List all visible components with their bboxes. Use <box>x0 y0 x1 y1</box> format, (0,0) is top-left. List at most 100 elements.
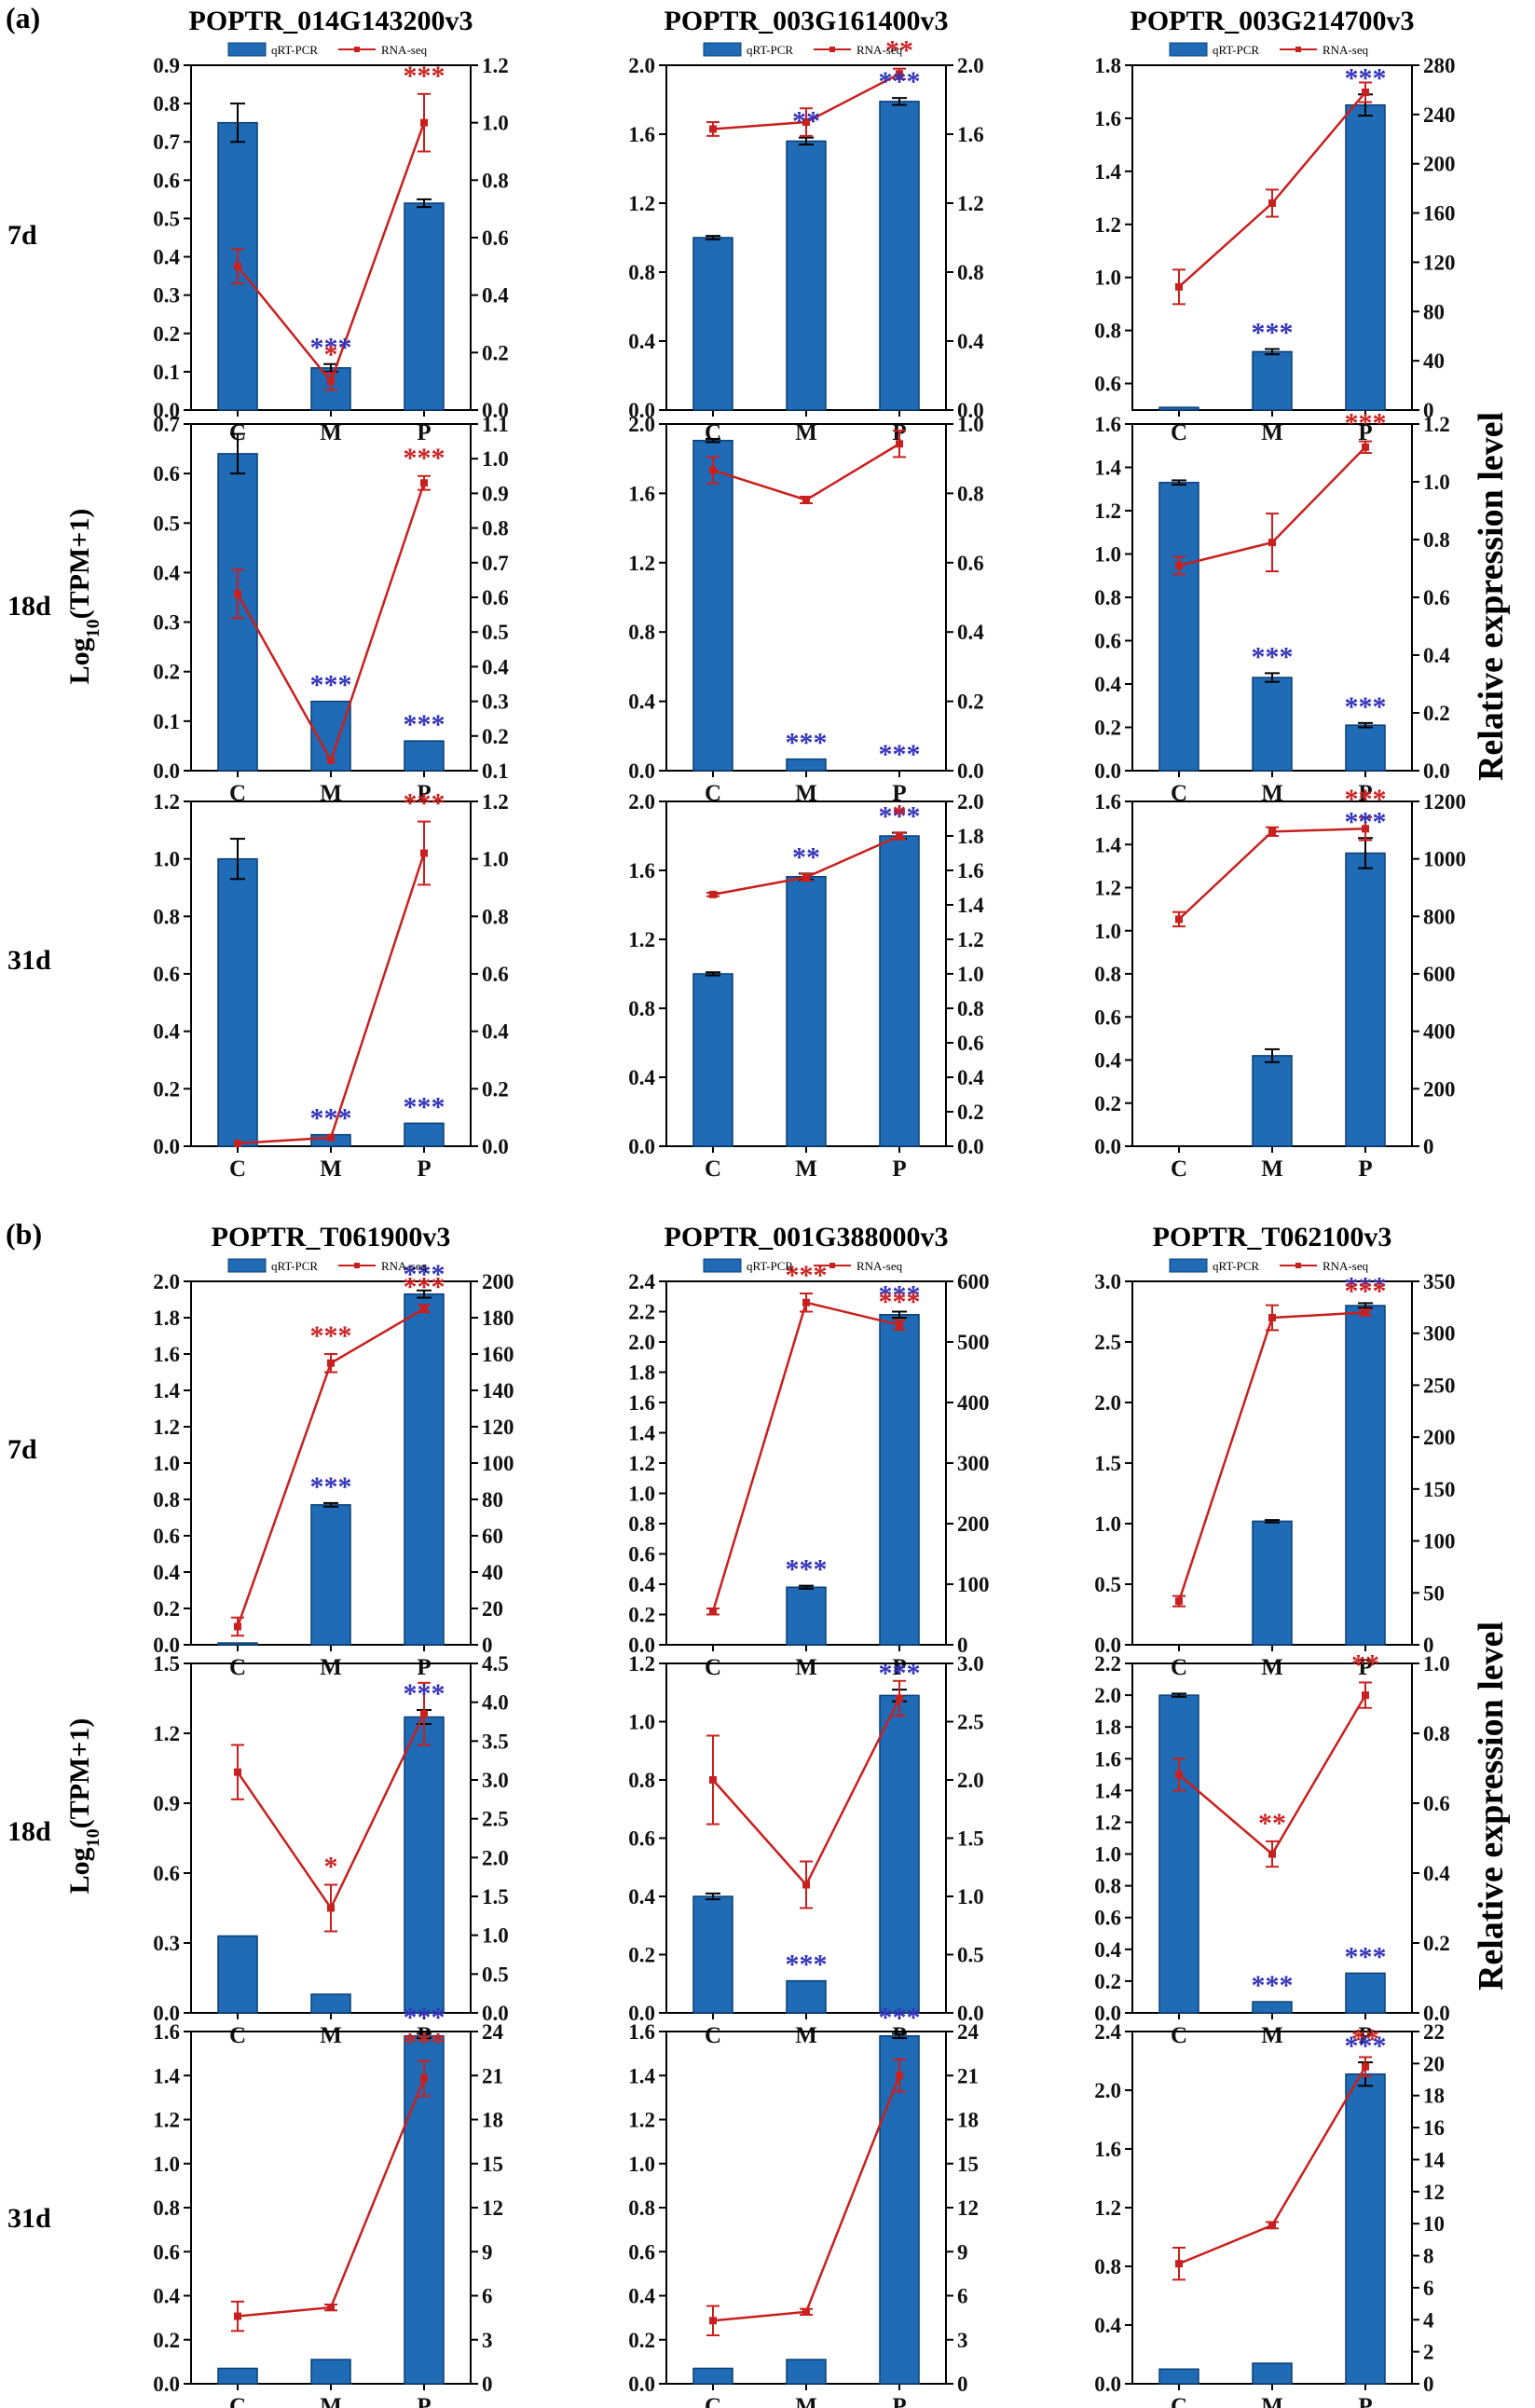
right-axis-title-text: Relative expression level <box>1472 412 1511 781</box>
left-tick-label: 1.2 <box>628 192 655 215</box>
left-tick-label: 0.0 <box>153 2373 180 2396</box>
left-tick-label: 1.2 <box>628 552 655 575</box>
rna-seq-point <box>802 1298 810 1307</box>
x-tick-label: C <box>705 2394 721 2408</box>
right-tick-label: 1.0 <box>482 112 509 135</box>
chart-b-7d-2: 0.0 0.5 1.0 1.5 2.0 2.5 3.0 0 50 100 150 200 250 300 3… <box>1094 1222 1455 1680</box>
x-tick-label: M <box>320 1655 342 1680</box>
right-tick-label: 0 <box>1423 1634 1434 1657</box>
right-tick-label: 2 <box>1423 2341 1434 2364</box>
right-tick-label: 0.6 <box>482 963 509 986</box>
rna-seq-point <box>1175 2260 1183 2268</box>
rna-seq-point <box>327 2304 335 2312</box>
x-tick-label: C <box>705 1156 721 1182</box>
left-tick-label: 0.2 <box>153 2329 180 2352</box>
legend-bar-swatch <box>703 1258 742 1273</box>
rna-seq-point <box>234 1768 241 1776</box>
bar-qrt-pcr <box>310 2359 351 2385</box>
right-tick-label: 250 <box>1423 1374 1456 1397</box>
left-tick-label: 1.2 <box>628 1452 655 1475</box>
right-tick-label: 0.5 <box>482 621 509 644</box>
right-tick-label: 18 <box>957 2109 979 2132</box>
legend-bar-label: qRT-PCR <box>1213 1259 1259 1273</box>
bar-qrt-pcr <box>786 140 827 411</box>
left-tick-label: 1.6 <box>628 482 655 505</box>
right-tick-label: 0 <box>482 1634 493 1657</box>
legend-bar-label: qRT-PCR <box>271 1259 318 1273</box>
right-tick-label: 0.0 <box>957 2002 984 2025</box>
right-tick-label: 9 <box>482 2240 493 2264</box>
left-tick-label: 0.6 <box>1094 373 1121 396</box>
legend-line-marker <box>1295 1263 1301 1268</box>
right-tick-label: 0.0 <box>482 1135 509 1158</box>
bar-qrt-pcr <box>786 1586 827 1646</box>
rna-seq-point <box>802 118 810 127</box>
line-significance: * <box>324 1852 338 1882</box>
legend-line-marker <box>829 1263 835 1268</box>
bar-qrt-pcr <box>879 2034 920 2385</box>
left-tick-label: 1.8 <box>1094 1716 1121 1739</box>
left-tick-label: 2.0 <box>628 1331 655 1354</box>
chart-title: POPTR_T062100v3 <box>1153 1222 1392 1252</box>
right-tick-label: 0.6 <box>1423 1792 1450 1815</box>
right-tick-label: 1.0 <box>957 1885 984 1909</box>
row-label-a-7d: 7d <box>7 220 37 251</box>
right-tick-label: 4 <box>1423 2308 1434 2332</box>
x-tick-label: P <box>417 2394 431 2408</box>
legend-line-label: RNA-seq <box>857 43 903 57</box>
x-tick-label: C <box>1171 781 1187 806</box>
legend-line-label: RNA-seq <box>1323 43 1369 57</box>
left-tick-label: 0.8 <box>628 621 655 644</box>
x-tick-label: P <box>1358 2023 1372 2048</box>
x-tick-label: C <box>229 2394 246 2408</box>
x-tick-label: M <box>795 420 817 445</box>
x-tick-label: P <box>892 1156 906 1182</box>
line-significance: *** <box>310 1320 352 1351</box>
bar-qrt-pcr <box>1252 1055 1293 1147</box>
left-tick-label: 0.3 <box>153 1932 180 1955</box>
rna-seq-point <box>327 1359 335 1367</box>
left-tick-label: 0.4 <box>153 246 180 269</box>
right-tick-label: 200 <box>957 1512 990 1536</box>
left-tick-label: 2.4 <box>1094 2020 1121 2044</box>
bar-qrt-pcr <box>786 758 827 772</box>
left-tick-label: 0.2 <box>153 661 180 684</box>
right-tick-label: 50 <box>1423 1581 1445 1605</box>
right-tick-label: 0.1 <box>482 759 509 783</box>
left-tick-label: 0.6 <box>1094 1907 1121 1930</box>
charts-container: 0.00.10.20.30.40.50.60.70.80.90.00.20.40… <box>153 6 1466 2408</box>
rna-seq-point <box>327 756 335 764</box>
chart-title: POPTR_001G388000v3 <box>665 1222 949 1252</box>
left-tick-label: 0.4 <box>628 1885 655 1909</box>
bar-qrt-pcr <box>217 1642 258 1646</box>
right-tick-label: 0.8 <box>1423 528 1450 552</box>
rna-seq-point <box>420 849 428 857</box>
rna-seq-point <box>1268 2221 1276 2229</box>
right-tick-label: 1.5 <box>957 1827 984 1851</box>
right-tick-label: 280 <box>1423 54 1456 77</box>
left-tick-label: 0.6 <box>153 2240 180 2264</box>
bar-qrt-pcr <box>879 101 920 411</box>
right-tick-label: 150 <box>1423 1478 1456 1501</box>
x-tick-label: M <box>1261 2394 1283 2408</box>
rna-seq-line <box>237 2077 426 2318</box>
x-tick-label: C <box>1171 1655 1187 1680</box>
rna-seq-point <box>896 1320 903 1329</box>
right-tick-label: 160 <box>1423 202 1456 226</box>
x-tick-label: P <box>417 1156 431 1182</box>
right-tick-label: 1.6 <box>957 859 984 882</box>
left-tick-label: 1.4 <box>628 2064 655 2087</box>
left-tick-label: 0.8 <box>1094 586 1121 609</box>
bar-qrt-pcr <box>692 439 733 772</box>
bar-qrt-pcr <box>692 2367 733 2385</box>
x-tick-label: M <box>320 2023 342 2048</box>
left-tick-label: 0.6 <box>153 963 180 986</box>
right-tick-label: 0.8 <box>957 482 984 505</box>
right-tick-label: 0.4 <box>957 1066 984 1089</box>
right-tick-label: 12 <box>957 2196 979 2220</box>
right-tick-label: 1.2 <box>482 54 509 77</box>
right-tick-label: 0.4 <box>482 1020 509 1044</box>
legend-bar-swatch <box>1169 42 1208 57</box>
left-tick-label: 1.6 <box>1094 2138 1121 2161</box>
bar-qrt-pcr <box>217 2367 258 2385</box>
